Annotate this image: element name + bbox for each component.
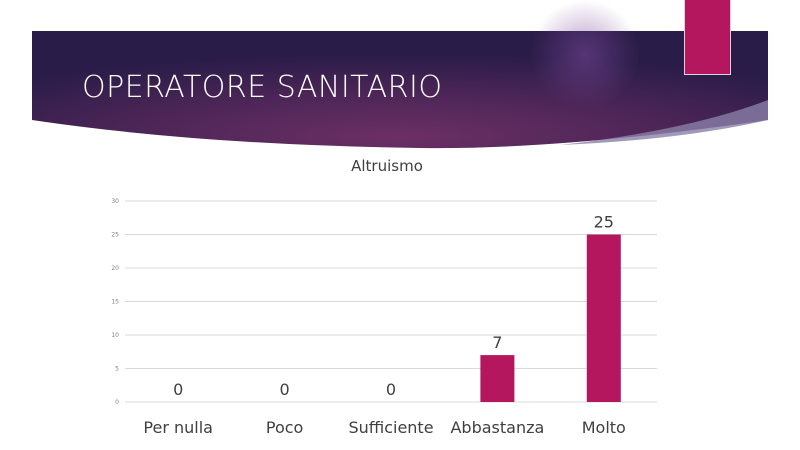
bars — [480, 234, 621, 402]
y-tick-label: 25 — [111, 232, 119, 239]
x-tick-label: Molto — [582, 418, 626, 437]
slide-title: OPERATORE SANITARIO — [82, 70, 443, 105]
banner-glow — [530, 0, 640, 110]
x-tick-label: Abbastanza — [450, 418, 544, 437]
bar — [586, 234, 621, 402]
x-axis-ticks: Per nulla Poco Sufficiente Abbastanza Molto — [143, 418, 625, 437]
data-label: 0 — [386, 380, 396, 399]
y-tick-label: 30 — [111, 198, 119, 205]
y-tick-label: 20 — [111, 265, 119, 272]
gridlines — [125, 200, 657, 403]
data-label: 7 — [492, 333, 502, 352]
y-tick-label: 5 — [115, 366, 119, 373]
y-axis-ticks: 0 5 10 15 20 25 30 — [111, 198, 119, 406]
y-tick-label: 10 — [111, 332, 119, 339]
data-labels: 0 0 0 7 25 — [173, 213, 614, 400]
data-label: 0 — [280, 380, 290, 399]
x-tick-label: Per nulla — [143, 418, 213, 437]
banner-swoosh — [560, 100, 768, 145]
x-tick-label: Sufficiente — [348, 418, 433, 437]
y-tick-label: 15 — [111, 299, 119, 306]
bar — [480, 355, 515, 402]
data-label: 0 — [173, 380, 183, 399]
x-tick-label: Poco — [266, 418, 303, 437]
title-banner — [32, 0, 768, 149]
chart-title: Altruismo — [351, 157, 423, 175]
y-tick-label: 0 — [115, 399, 119, 406]
accent-tab — [685, 0, 730, 74]
data-label: 25 — [594, 213, 614, 232]
